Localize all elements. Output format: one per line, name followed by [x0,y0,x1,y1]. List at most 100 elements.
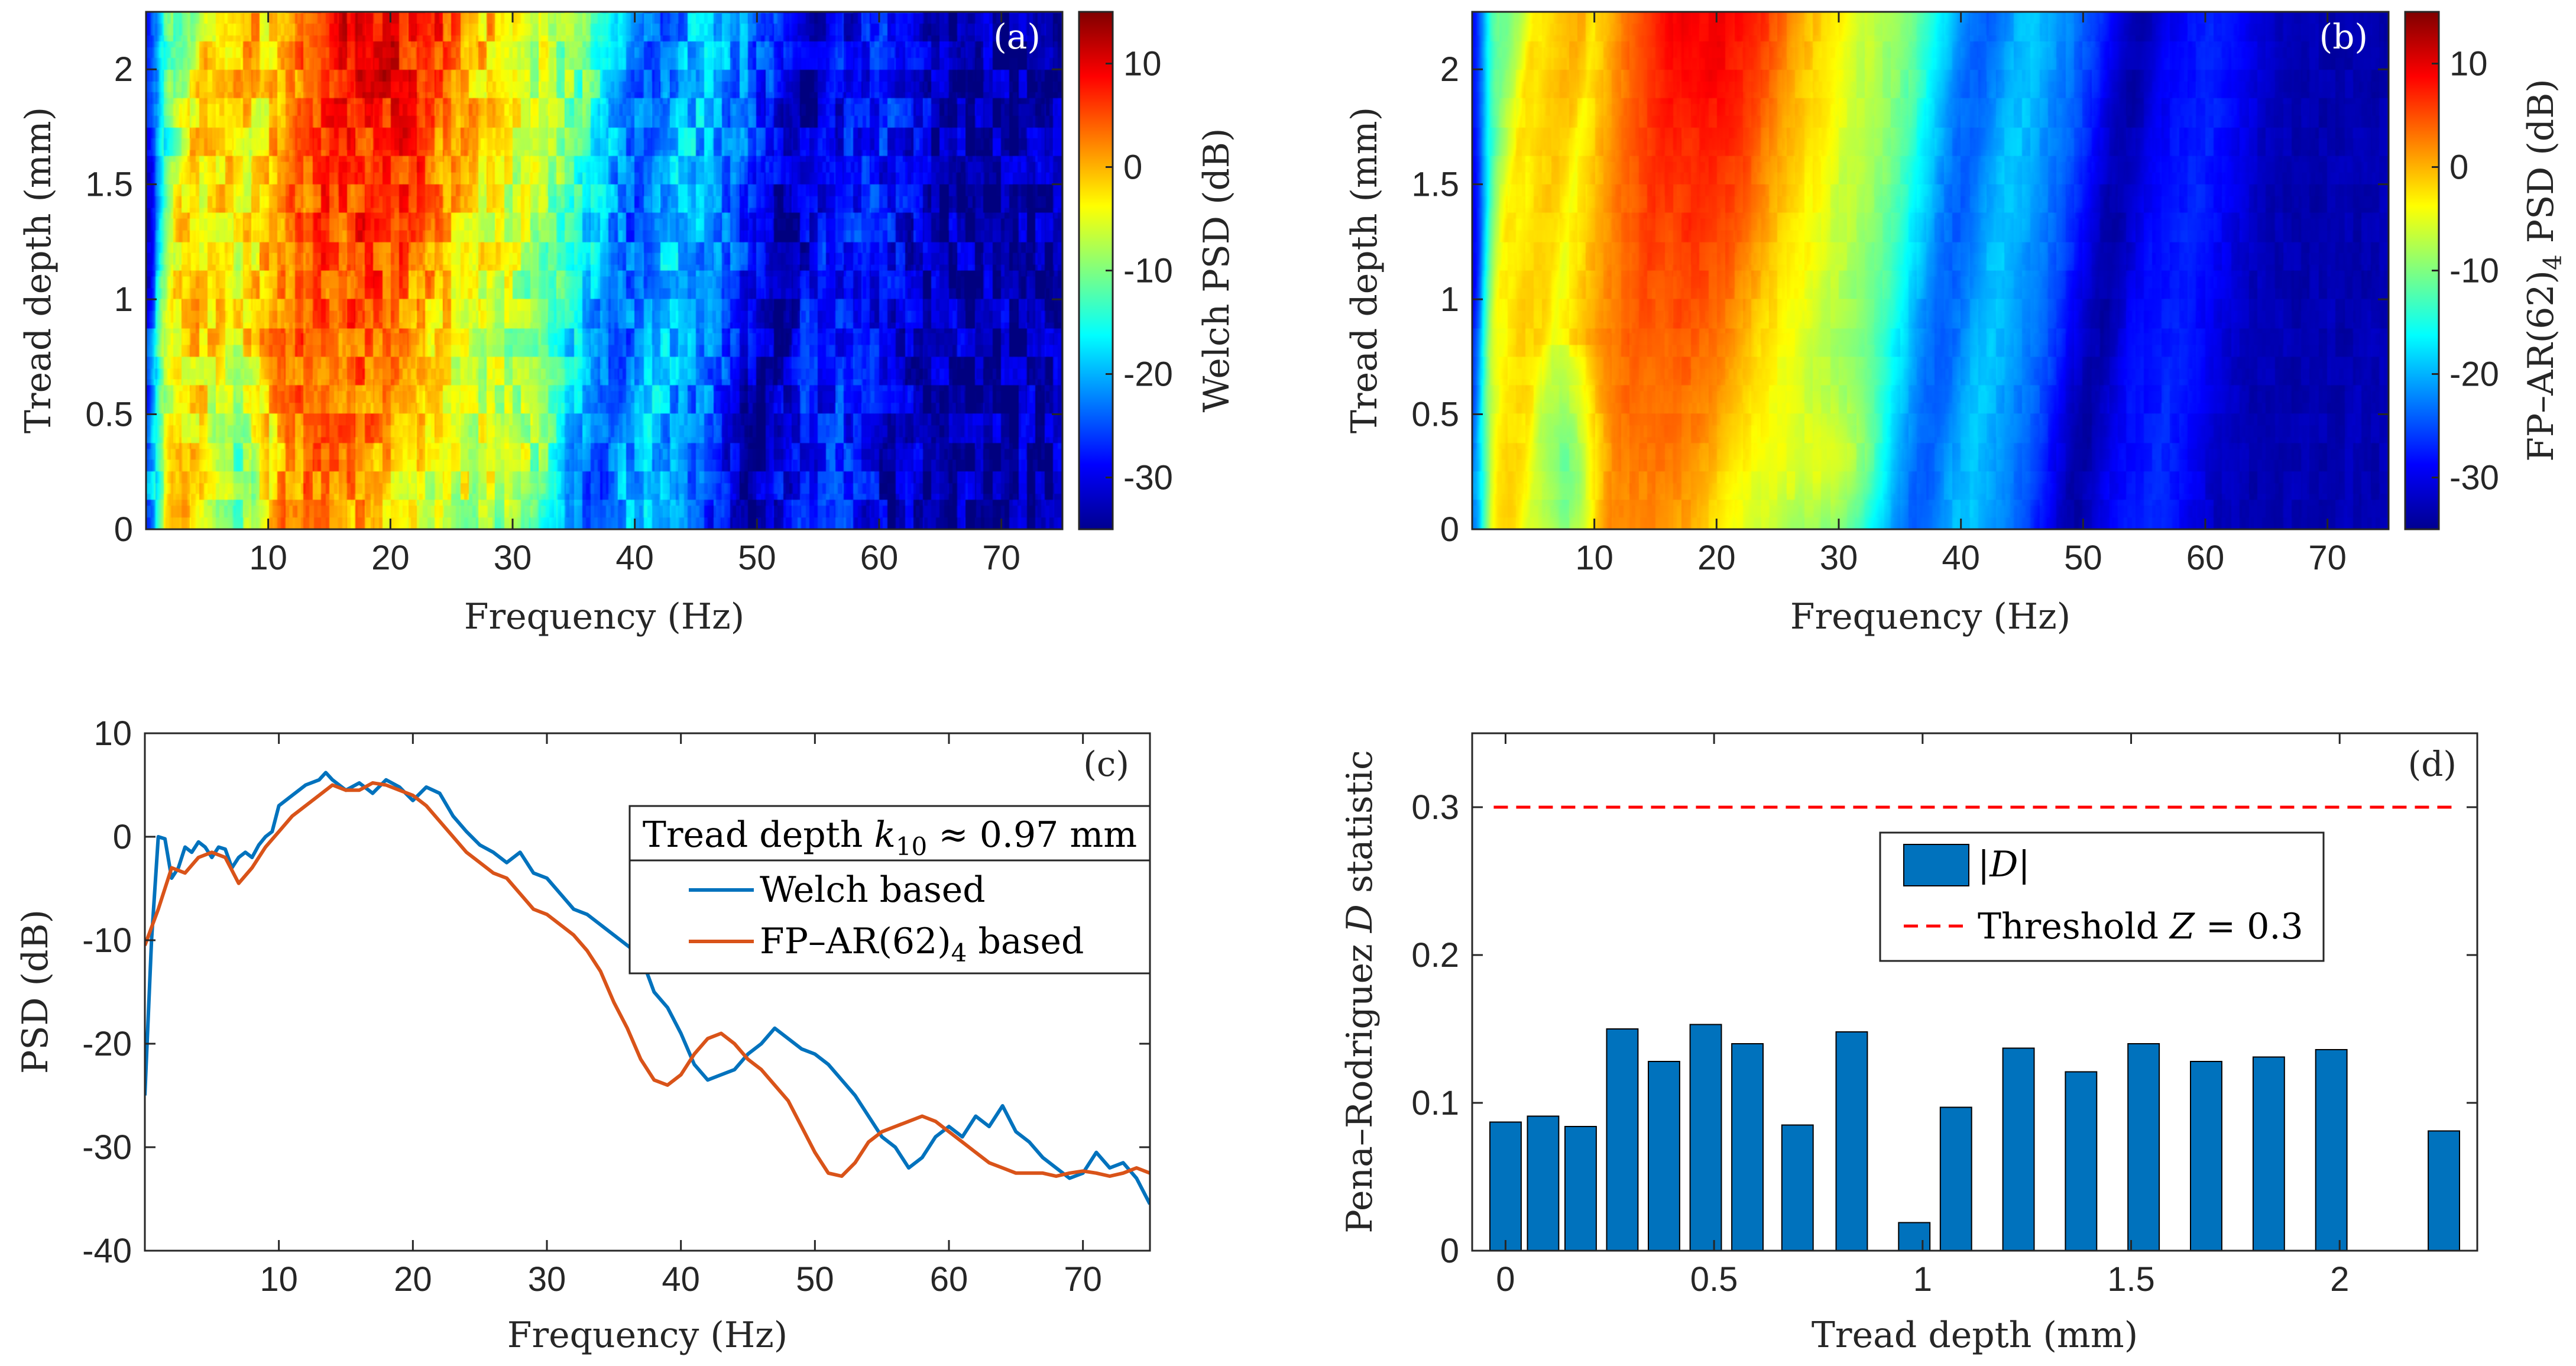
y-axis-label-d-tail: statistic [1339,750,1381,904]
x-tick-label: 70 [982,539,1020,577]
legend-ar-label-sub: 4 [951,938,967,967]
x-tick-label: 20 [371,539,410,577]
legend-bar-label-l: | [1978,844,1989,885]
x-tick-label: 60 [930,1260,968,1299]
x-tick-label: 10 [249,539,287,577]
legend-c-title: Tread depth k10 ≈ 0.97 mm [643,814,1137,861]
bar [1835,1031,1868,1251]
legend-welch-label: Welch based [760,869,986,911]
legend-bar-label-r: | [2018,844,2030,885]
bar [1489,1121,1522,1251]
x-tick-label: 30 [494,539,532,577]
bar [1781,1124,1814,1251]
y-tick-label: 0.2 [1411,936,1459,975]
colorbar-ticks-b: -30 -20 -10 0 10 [2432,45,2499,497]
colorbar-label-b-main: FP–AR(62) [2520,270,2562,462]
panel-label-a: (a) [993,17,1041,57]
legend-c-title-tail: ≈ 0.97 mm [927,814,1137,856]
x-tick-label: 60 [2186,539,2225,577]
plot-frame-b [1471,11,2390,530]
legend-threshold-label-main: Threshold [1978,906,2170,947]
heatmap-b-image [1472,12,2389,529]
x-tick-label: 60 [860,539,899,577]
panel-label-d: (d) [2408,744,2457,784]
x-tick-label: 20 [1697,539,1736,577]
legend-c-title-sub: 10 [896,832,927,861]
bar [1648,1061,1680,1251]
series-ar-line [145,781,1150,1178]
legend-bar-swatch [1903,844,1969,886]
x-tick-label: 10 [260,1260,298,1299]
axis-ticks-b: 10 20 30 40 50 60 70 0 0.5 1 1.5 2 [1411,12,2389,577]
y-tick-label: 2 [1440,50,1459,89]
legend-ar-label-tail: based [967,921,1084,962]
legend-c: Tread depth k10 ≈ 0.97 mm Welch based FP… [628,805,1151,975]
plot-frame-a [145,11,1064,530]
colorbar-ticks-a: -30 -20 -10 0 10 [1106,45,1173,497]
y-tick-label: 0.1 [1411,1084,1459,1122]
colorbar-tick-label: -20 [2449,355,2499,394]
x-tick-label: 70 [1064,1260,1102,1299]
y-tick-label: 0 [1440,1232,1459,1270]
colorbar-tick-label: 10 [2449,45,2488,83]
bar [2065,1071,2098,1251]
x-axis-label-d: Tread depth (mm) [1812,1315,2138,1356]
bar [2127,1043,2160,1251]
y-tick-label: 0.5 [85,396,133,434]
colorbar-tick-label: -10 [2449,252,2499,290]
x-axis-label-a: Frequency (Hz) [464,596,744,637]
x-tick-label: 40 [615,539,654,577]
y-tick-label: 0 [114,510,133,549]
series-welch-line [145,771,1150,1205]
bar [2428,1130,2461,1251]
bar [1898,1222,1931,1251]
y-tick-label: -20 [82,1025,132,1063]
bar [2002,1047,2035,1251]
heatmap-a-image [146,12,1062,529]
bar [2190,1061,2222,1251]
legend-ar-label: FP–AR(62)4 based [760,921,1084,967]
x-tick-label: 1.5 [2107,1260,2155,1299]
colorbar-tick-label: 10 [1123,45,1162,83]
y-axis-label-d-D: D [1339,904,1381,933]
y-axis-label-b: Tread depth (mm) [1344,107,1385,433]
x-tick-label: 0.5 [1690,1260,1738,1299]
x-tick-label: 1 [1913,1260,1932,1299]
panel-d: 0 0.5 1 1.5 2 0 0.1 0.2 0.3 (d) Tread depth (mm)… [1339,732,2478,1356]
y-tick-label: -40 [82,1232,132,1270]
y-tick-label: 0 [1440,510,1459,549]
panel-label-b: (b) [2319,17,2368,57]
legend-bar-label-D: D [1989,844,2018,885]
bar [1564,1126,1597,1251]
x-tick-label: 30 [528,1260,566,1299]
bar [1731,1043,1764,1251]
plot-area-d [1472,733,2477,1251]
x-tick-label: 10 [1575,539,1613,577]
colorbar-tick-label: -20 [1123,355,1173,394]
x-axis-label-b: Frequency (Hz) [1790,596,2070,637]
x-tick-label: 2 [2330,1260,2349,1299]
colorbar-label-b-sub: 4 [2538,254,2567,270]
colorbar-tick-label: -10 [1123,252,1173,290]
legend-threshold-label-tail: = 0.3 [2195,906,2303,947]
legend-ar-label-main: FP–AR(62) [760,921,951,962]
y-tick-label: -10 [82,921,132,960]
y-tick-label: 0 [113,818,132,856]
y-tick-label: 1 [1440,280,1459,319]
x-axis-label-c: Frequency (Hz) [507,1315,788,1356]
colorbar-label-b: FP–AR(62)4 PSD (dB) [2520,79,2567,461]
axis-ticks-d: 0 0.5 1 1.5 2 0 0.1 0.2 0.3 [1411,733,2477,1299]
colorbar-tick-label: 0 [2449,148,2468,187]
legend-d: |D| Threshold Z = 0.3 [1879,831,2325,962]
legend-threshold-label: Threshold Z = 0.3 [1978,906,2303,947]
panel-a: 10 20 30 40 50 60 70 0 0.5 1 1.5 2 (a) Frequency (H… [18,11,1237,637]
y-tick-label: 1.5 [85,166,133,204]
x-tick-label: 40 [1942,539,1980,577]
colorbar-tick-label: -30 [1123,459,1173,497]
x-tick-label: 40 [662,1260,700,1299]
y-tick-label: 1 [114,280,133,319]
x-tick-label: 20 [394,1260,432,1299]
colorbar-label-a: Welch PSD (dB) [1196,128,1237,413]
